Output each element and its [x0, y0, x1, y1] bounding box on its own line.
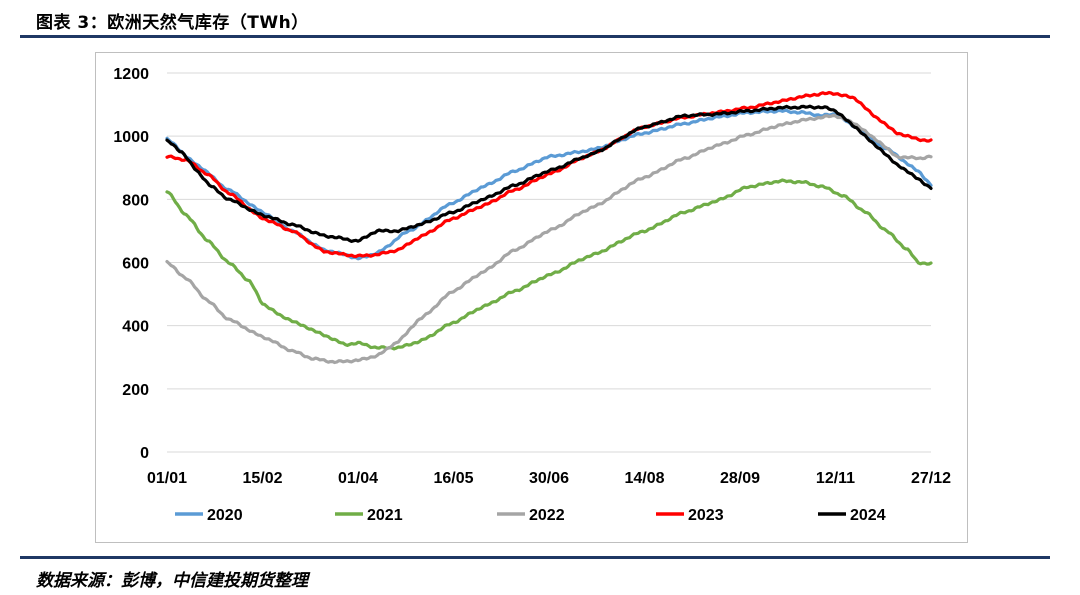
y-tick-label: 0 [140, 445, 149, 462]
header-rule [20, 35, 1050, 38]
series-line-2021 [165, 178, 933, 351]
x-tick-label: 15/02 [242, 470, 282, 487]
x-tick-label: 28/09 [720, 470, 760, 487]
figure-source: 数据来源：彭博，中信建投期货整理 [36, 571, 308, 591]
x-tick-label: 30/06 [529, 470, 569, 487]
y-tick-label: 600 [122, 256, 149, 273]
y-tick-label: 400 [122, 319, 149, 336]
legend-label-2022: 2022 [529, 507, 565, 524]
footer-rule [20, 556, 1050, 559]
x-tick-label: 01/01 [147, 470, 187, 487]
figure-title: 图表 3：欧洲天然气库存（TWh） [36, 13, 309, 33]
x-tick-label: 12/11 [816, 470, 855, 487]
series-line-2024 [165, 104, 933, 243]
x-tick-label: 16/05 [433, 470, 473, 487]
x-tick-label: 27/12 [911, 470, 951, 487]
legend-label-2024: 2024 [850, 507, 886, 524]
y-tick-label: 1000 [113, 129, 149, 146]
y-tick-label: 1200 [113, 66, 149, 83]
series-line-2022 [165, 113, 933, 365]
y-tick-label: 200 [122, 382, 149, 399]
x-tick-label: 01/04 [338, 470, 378, 487]
chart-frame [95, 52, 968, 543]
legend-label-2021: 2021 [367, 507, 403, 524]
x-tick-label: 14/08 [624, 470, 664, 487]
series-line-2023 [165, 90, 933, 259]
y-tick-label: 800 [122, 192, 149, 209]
legend-label-2020: 2020 [207, 507, 243, 524]
legend-label-2023: 2023 [688, 507, 724, 524]
